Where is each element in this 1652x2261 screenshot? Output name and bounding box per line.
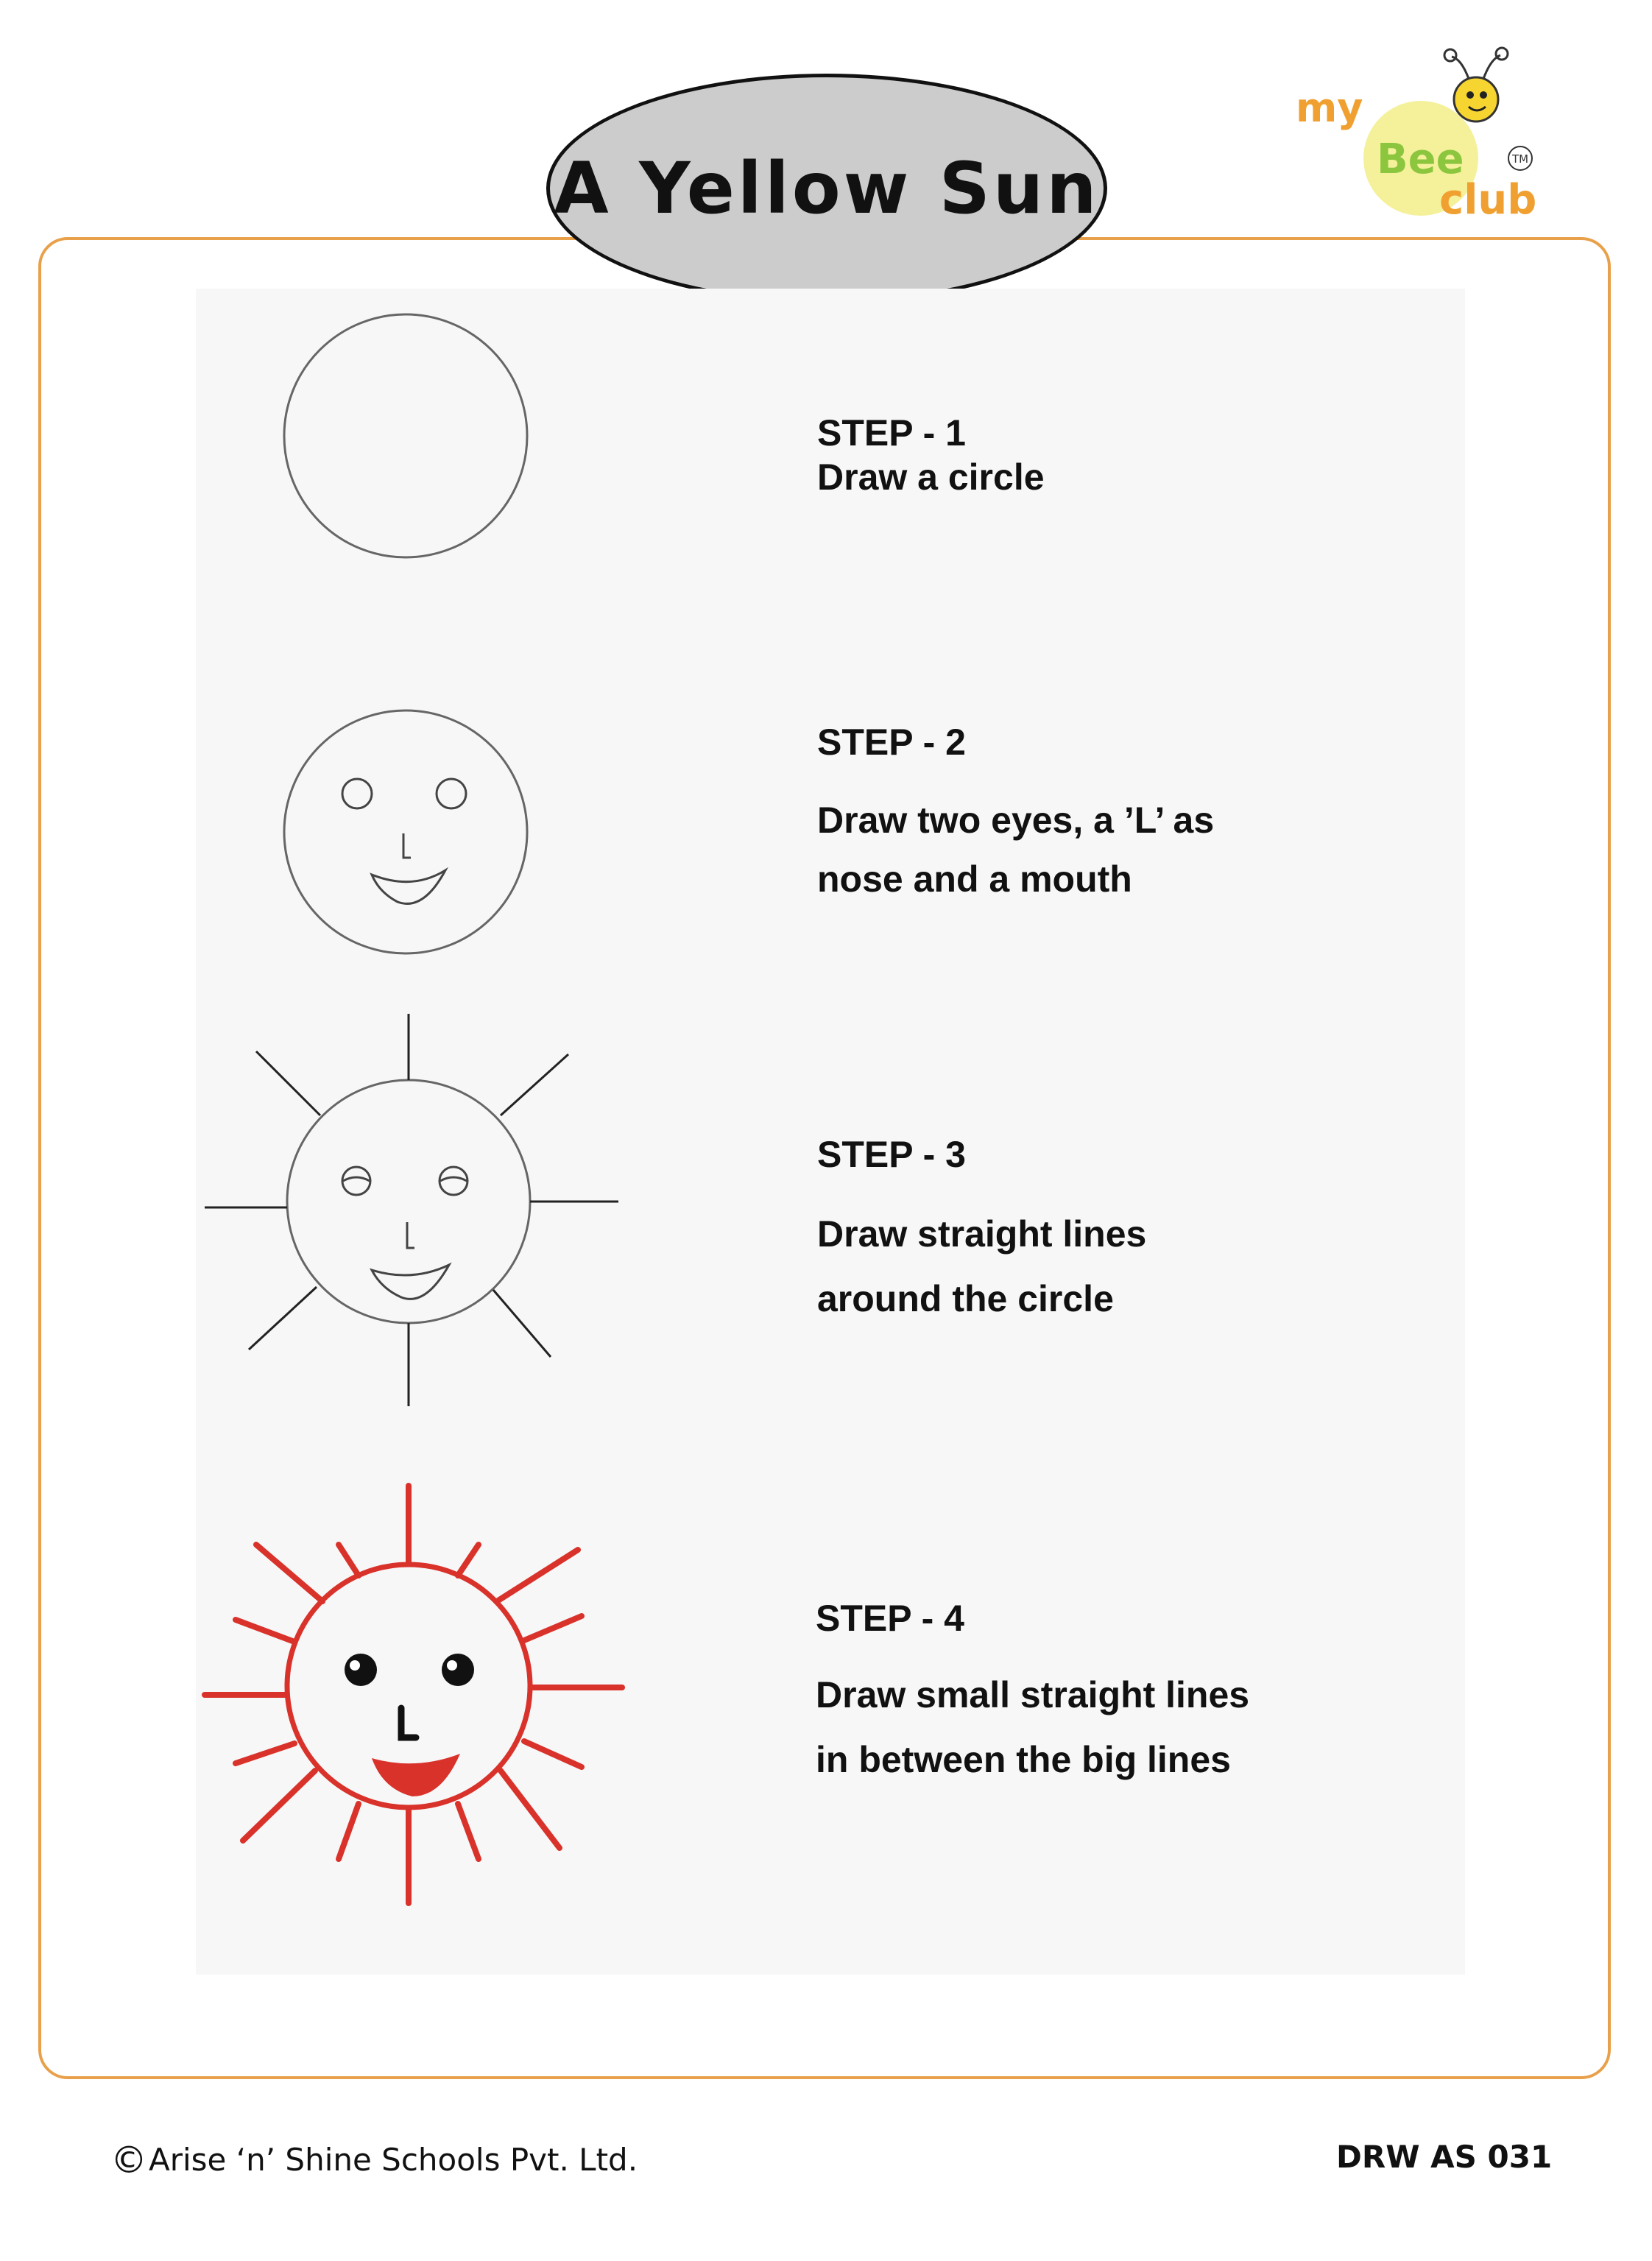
step-3-text: STEP - 3 Draw straight lines around the … <box>817 1132 1146 1331</box>
step-4-text: STEP - 4 Draw small straight lines in be… <box>816 1596 1249 1792</box>
right-eye-filled-icon <box>442 1654 474 1686</box>
step-3-line-1: Draw straight lines <box>817 1213 1147 1255</box>
step-2-heading: STEP - 2 <box>817 722 966 763</box>
trademark-icon <box>1508 146 1533 171</box>
left-eye-icon <box>341 777 373 810</box>
logo-text-bee: Bee <box>1377 135 1464 183</box>
logo-text-club: club <box>1439 176 1536 224</box>
step-4-line-1: Draw small straight lines <box>816 1674 1250 1715</box>
logo-ball <box>1363 101 1478 216</box>
step-2-face-drawing <box>283 709 529 955</box>
red-sun-rays <box>202 1483 625 1906</box>
step-3-heading: STEP - 3 <box>817 1134 966 1175</box>
step-4-line-2: in between the big lines <box>816 1739 1231 1780</box>
step-1-line-1: Draw a circle <box>817 456 1045 498</box>
my-bee-club-logo: my Bee club TM <box>1296 46 1536 224</box>
logo-text-my: my <box>1296 85 1363 131</box>
trademark-text: TM <box>1511 152 1528 166</box>
nose-l-filled-icon <box>398 1704 420 1741</box>
right-eye-icon <box>435 777 467 810</box>
bee-mascot-icon <box>1443 46 1509 123</box>
step-1-text: STEP - 1 Draw a circle <box>817 411 1045 499</box>
red-mouth-icon <box>372 1754 460 1796</box>
footer-code: DRW AS 031 <box>1336 2139 1553 2175</box>
step-3-line-2: around the circle <box>817 1278 1114 1319</box>
step-4-heading: STEP - 4 <box>816 1598 964 1639</box>
nose-l-icon <box>402 833 411 859</box>
page-title: A Yellow Sun <box>554 147 1100 230</box>
copyright-icon: © <box>110 2139 147 2181</box>
left-eye-filled-icon <box>345 1654 377 1686</box>
step-1-heading: STEP - 1 <box>817 412 966 454</box>
mouth-icon <box>370 867 448 905</box>
step-3-sun-drawing <box>205 1014 618 1406</box>
footer-copyright: ©Arise ‘n’ Shine Schools Pvt. Ltd. <box>110 2139 638 2181</box>
sun-rays <box>205 1014 618 1406</box>
instructions-panel <box>196 289 1465 1975</box>
step-2-text: STEP - 2 Draw two eyes, a ’L’ as nose an… <box>817 720 1214 909</box>
step-4-red-sun-drawing <box>202 1483 625 1906</box>
copyright-text: Arise ‘n’ Shine Schools Pvt. Ltd. <box>149 2142 638 2178</box>
step-2-line-1: Draw two eyes, a ’L’ as <box>817 800 1215 841</box>
step-2-line-2: nose and a mouth <box>817 858 1132 900</box>
step-1-circle-drawing <box>283 313 529 559</box>
